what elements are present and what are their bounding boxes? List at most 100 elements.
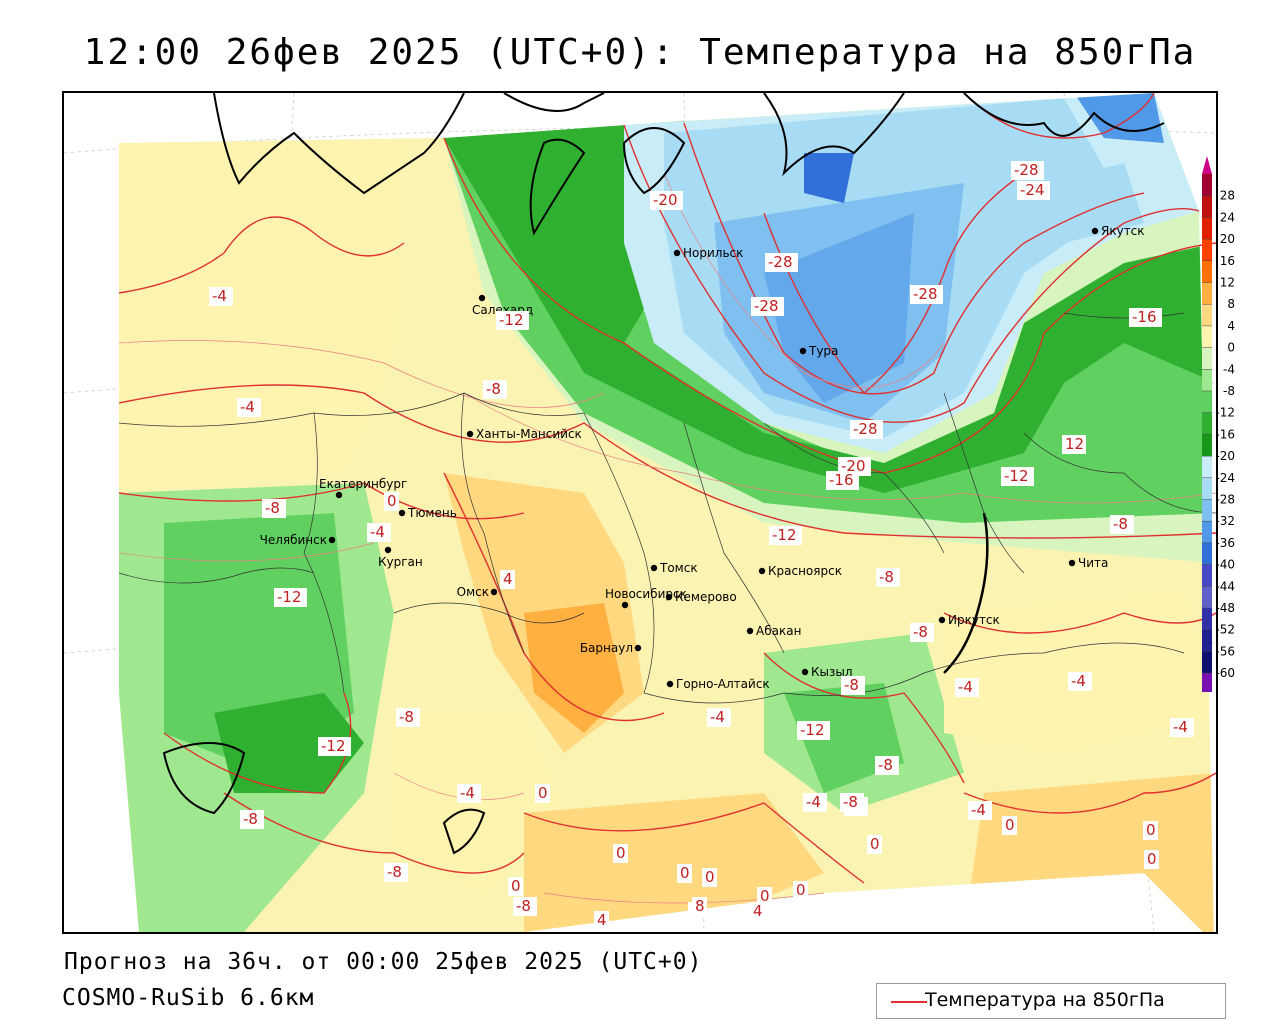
isotherm-label-text: -8 [265, 499, 280, 517]
isotherm-label--16: -16 [826, 471, 859, 490]
city-dot [1091, 227, 1099, 235]
city-dot [621, 601, 629, 609]
isotherm-label-text: -20 [653, 191, 678, 209]
colorbar-top-arrow [1202, 156, 1212, 174]
isotherm-label-text: -12 [1004, 467, 1029, 485]
isotherm-label-text: 4 [597, 911, 607, 929]
city-4: Тура [799, 344, 838, 358]
isotherm-label--28: -28 [910, 285, 943, 304]
colorbar-tick-label--56: -56 [1215, 644, 1235, 658]
isotherm-label-text: 0 [538, 784, 548, 802]
colorbar-segment [1202, 304, 1212, 327]
isotherm-label-bg [1170, 718, 1194, 737]
colorbar-segment [1202, 239, 1212, 262]
colorbar-segment [1202, 325, 1212, 349]
isotherm-label-text: -8 [243, 810, 258, 828]
isotherm-label-bg [384, 863, 408, 882]
isotherm-label-bg [757, 887, 772, 906]
isotherm-label-text: 0 [705, 868, 715, 886]
city-11: Красноярск [758, 564, 842, 578]
isotherm-label-0: 0 [1002, 816, 1017, 835]
isotherm-label-bg [910, 623, 934, 642]
coastline-and-borders [162, 93, 1165, 855]
city-2: Якутск [1091, 224, 1145, 238]
city-label: Чита [1078, 556, 1108, 570]
isotherm-label-text: -4 [710, 708, 725, 726]
isotherm-label-bg [797, 721, 830, 740]
isotherm-label-bg [240, 810, 264, 829]
isotherm-label-text: -8 [486, 380, 501, 398]
isotherm-label-bg [483, 380, 507, 399]
isotherm-label-bg [594, 911, 609, 930]
colorbar-tick-label--52: -52 [1215, 623, 1235, 637]
isotherm-label--8: -8 [875, 756, 899, 775]
isotherm-label-text: -4 [1071, 672, 1086, 690]
isotherm-label-text: -12 [277, 588, 302, 606]
isotherm-label-0: 0 [613, 844, 628, 863]
isotherm-label--4: -4 [367, 523, 391, 542]
isotherm-label-text: 8 [695, 897, 705, 915]
isotherm-label-bg [841, 676, 865, 695]
page-title: 12:00 26фев 2025 (UTC+0): Температура на… [83, 32, 1197, 73]
temperature-map: НорильскЯкутскСалехардТураХанты-Мансийск… [64, 93, 1216, 932]
colorbar-tick-label-16: 16 [1220, 254, 1235, 268]
city-label: Кемерово [675, 590, 737, 604]
city-dot [335, 491, 343, 499]
isotherm-label-0: 0 [1143, 821, 1158, 840]
map-frame: Норильск Якутск Салехард Тура Ханты-Мансийск… [62, 91, 1218, 934]
isotherm-label-text: -12 [499, 311, 524, 329]
isotherm-label-text: -20 [841, 457, 866, 475]
colorbar-segment [1202, 217, 1212, 240]
colorbar-tick-label--48: -48 [1215, 601, 1235, 615]
isotherm-contours-thin [118, 172, 1216, 904]
city-dot [801, 668, 809, 676]
isotherm-label-text: 0 [1005, 816, 1015, 834]
temperature-colorbar: 28 24 20 16 12 8 4 0 -4 -8 -12 -16 -20 -24 -28 -32 -36 -4… [1202, 156, 1235, 692]
city-17: Иркутск [938, 613, 1000, 627]
colorbar-tick-label-24: 24 [1220, 210, 1235, 224]
colorbar-segment [1202, 412, 1212, 435]
colorbar-segment [1202, 673, 1212, 692]
isotherm-label-text: 4 [753, 902, 763, 920]
city-dot [673, 249, 681, 257]
isotherm-label-0: 0 [677, 864, 692, 883]
isotherm-label-bg [850, 420, 883, 439]
isotherm-label-text: -8 [399, 708, 414, 726]
isotherm-label--12: -12 [318, 737, 351, 756]
isotherm-label--28: -28 [751, 297, 784, 316]
isotherm-label-text: 0 [1146, 821, 1156, 839]
administrative-borders [118, 312, 1216, 704]
isotherm-label--8: -8 [384, 863, 408, 882]
city-7: Тюмень [398, 506, 457, 520]
isotherm-label-text: -4 [370, 523, 385, 541]
isotherm-label--12: -12 [1001, 467, 1034, 486]
colorbar-segment [1202, 542, 1212, 566]
isotherm-label-bg [765, 253, 798, 272]
isotherm-label-bg [1143, 821, 1158, 840]
city-label: Горно-Алтайск [676, 677, 770, 691]
map-legend: Температура на 850гПа [876, 983, 1226, 1019]
city-label: Абакан [756, 624, 801, 638]
colorbar-tick-label--8: -8 [1223, 384, 1235, 398]
isotherm-label-text: -8 [516, 897, 531, 915]
colorbar-tick-label-0: 0 [1227, 341, 1235, 355]
city-19: Кызыл [801, 665, 853, 679]
isotherm-label-text: -4 [971, 801, 986, 819]
city-markers: НорильскЯкутскСалехардТураХанты-Мансийск… [260, 224, 1145, 691]
isotherm-label-0: 0 [757, 887, 772, 906]
colorbar-tick-label-28: 28 [1220, 189, 1235, 203]
city-dot [758, 567, 766, 575]
isotherm-label-bg [367, 523, 391, 542]
city-label: Иркутск [948, 613, 1000, 627]
city-label: Томск [659, 561, 698, 575]
colorbar-tick-label--28: -28 [1215, 493, 1235, 507]
isotherm-contours [118, 93, 1216, 884]
isotherm-label-bg [750, 902, 765, 921]
isotherm-label--28: -28 [850, 420, 883, 439]
colorbar-segment [1202, 564, 1212, 587]
city-dot [1068, 559, 1076, 567]
isotherm-label-text: -28 [768, 253, 793, 271]
isotherm-label-text: -12 [772, 526, 797, 544]
colorbar-tick-label-12: 12 [1220, 276, 1235, 290]
isotherm-label-bg [613, 844, 628, 863]
